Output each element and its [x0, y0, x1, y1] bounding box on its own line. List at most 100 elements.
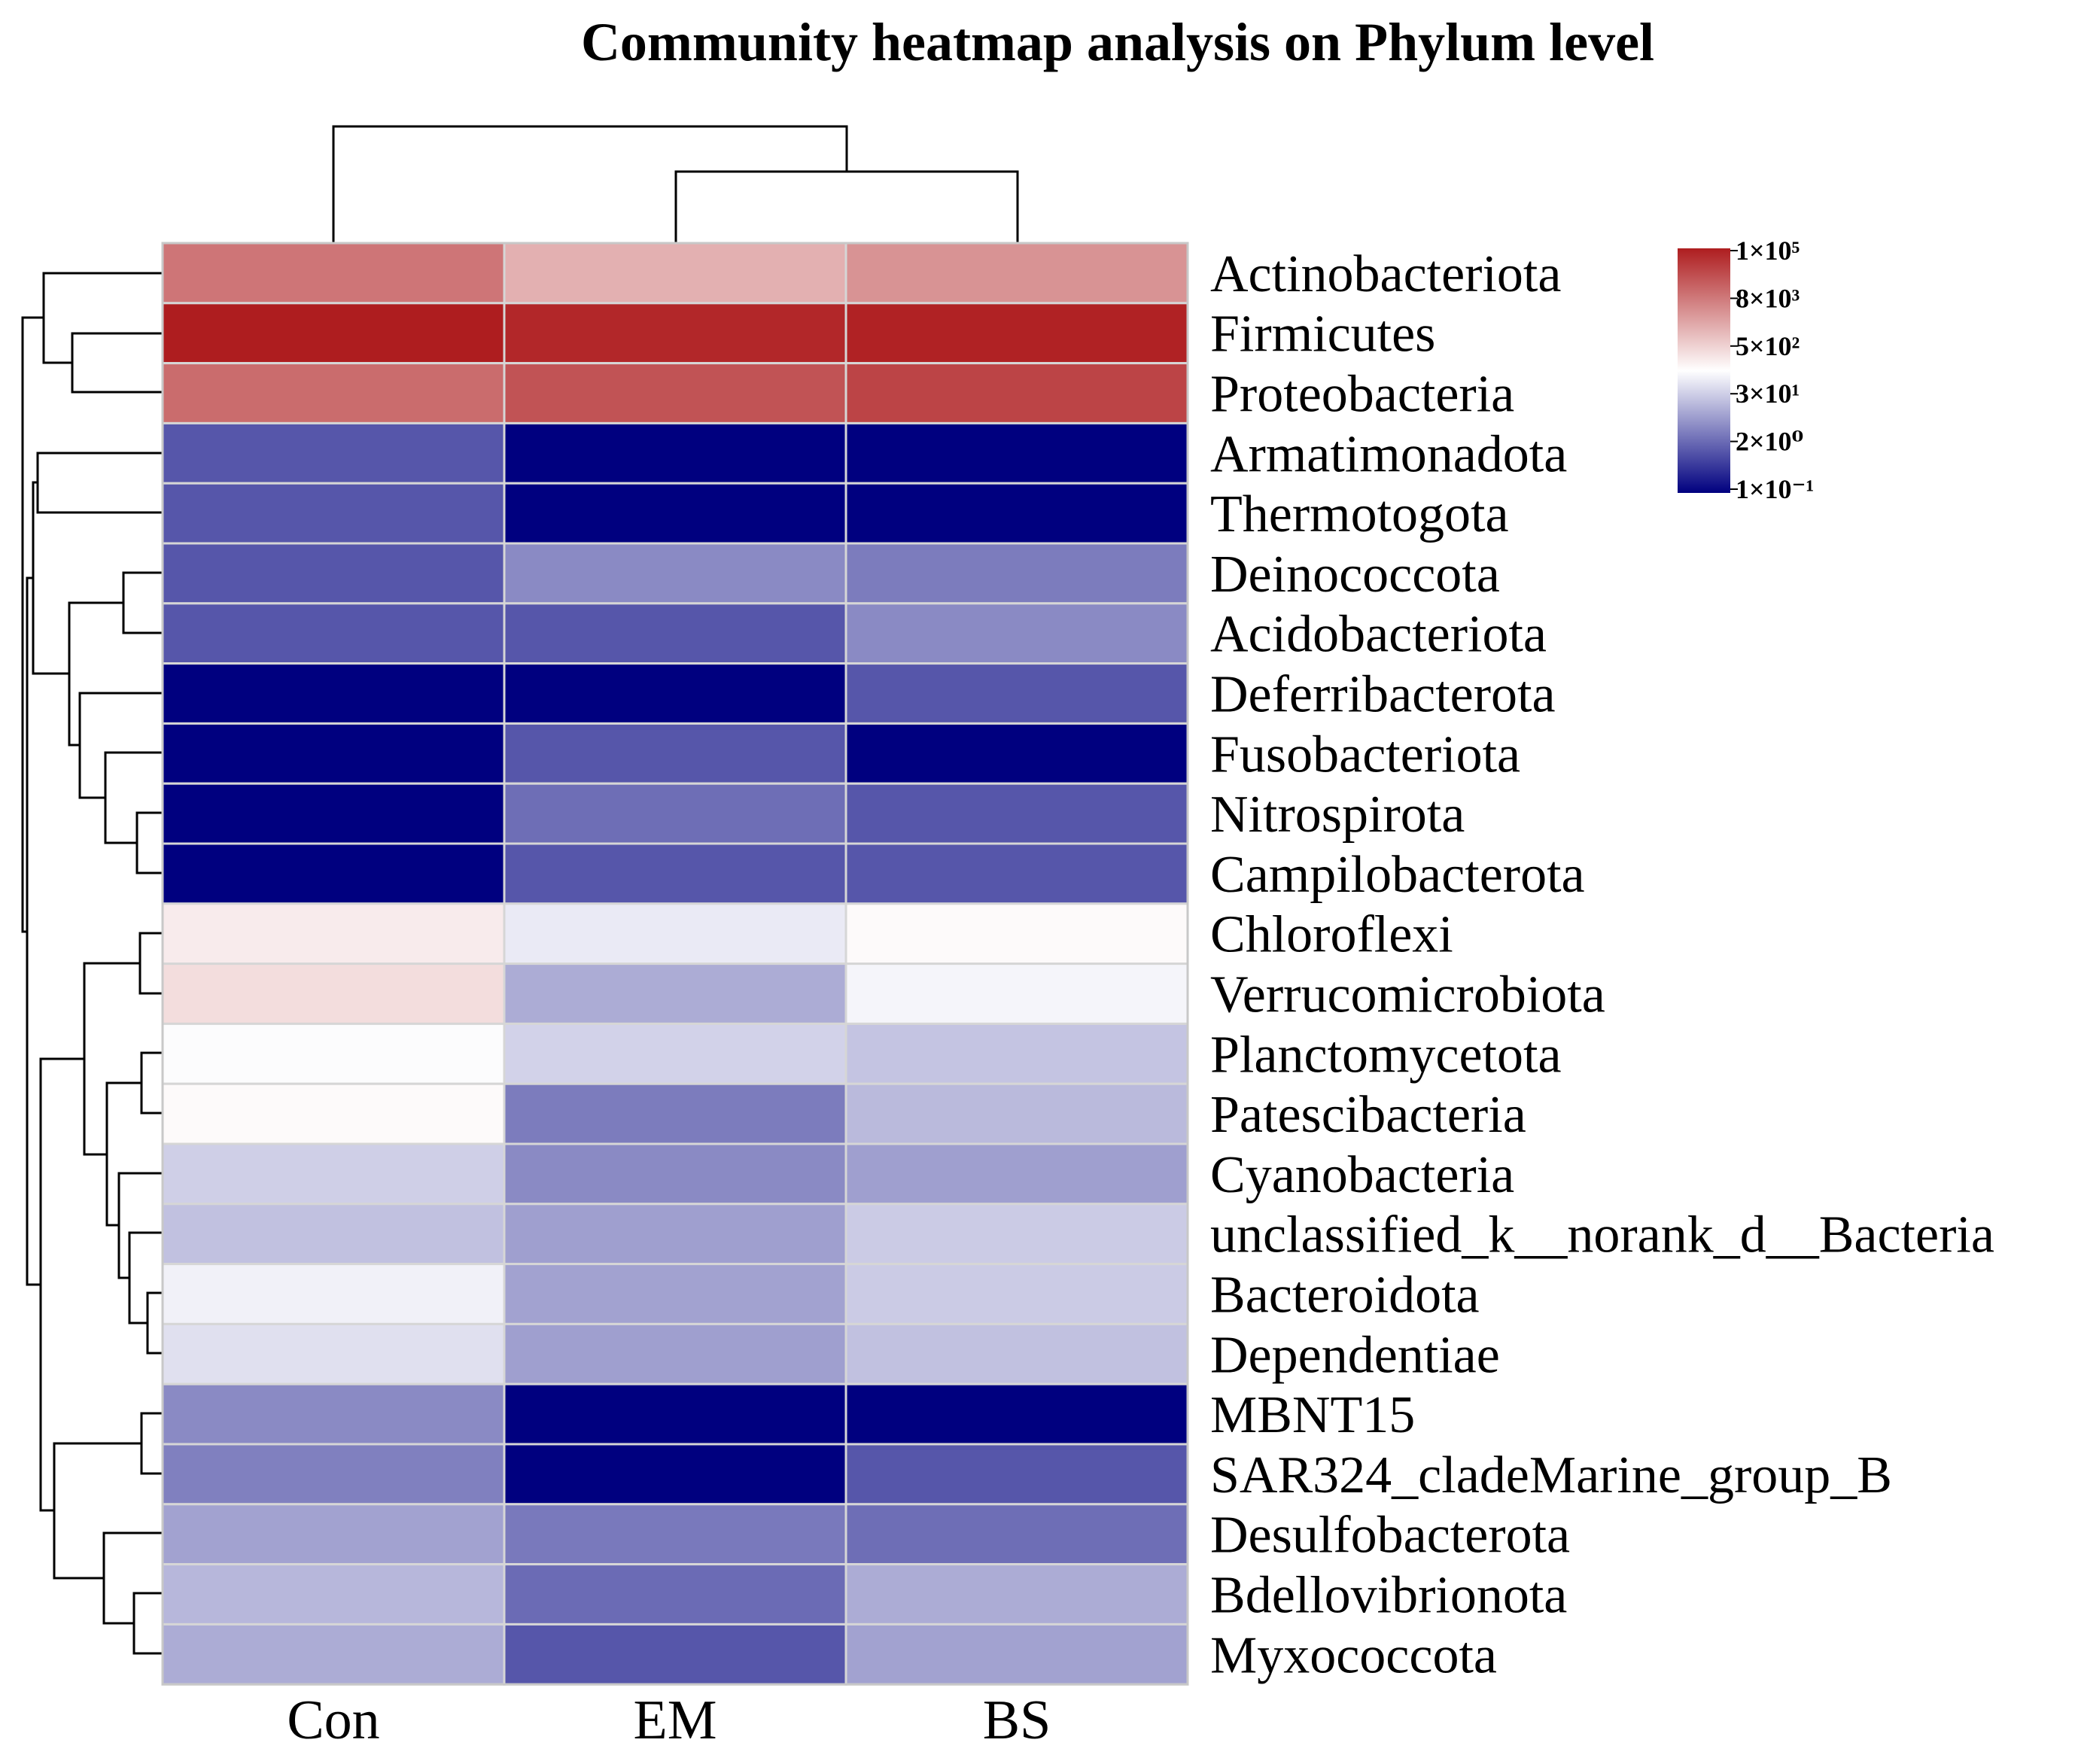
heatmap-cell — [161, 1082, 506, 1145]
heatmap-cell — [844, 1563, 1189, 1626]
heatmap-cell — [161, 302, 506, 365]
heatmap-cell — [503, 302, 847, 365]
column-dendrogram-branch — [332, 125, 848, 242]
heatmap-cell — [503, 1142, 847, 1206]
row-dendrogram-branch — [42, 272, 163, 364]
heatmap-cell — [844, 421, 1189, 485]
row-label: Myxococcota — [1210, 1626, 1497, 1684]
heatmap-cell — [844, 1322, 1189, 1385]
row-label: unclassified_k__norank_d__Bacteria — [1210, 1206, 1994, 1264]
heatmap-cell — [161, 482, 506, 545]
row-dendrogram-branch — [78, 692, 163, 799]
row-dendrogram-branch — [104, 751, 163, 844]
heatmap-cell — [503, 662, 847, 725]
heatmap-cell — [503, 1322, 847, 1385]
heatmap-cell — [503, 963, 847, 1025]
row-dendrogram-branch — [138, 932, 163, 995]
colorbar-gradient — [1678, 248, 1730, 493]
row-label: Nitrospirota — [1210, 786, 1465, 844]
colorbar-ticks: 1×10⁵ 8×10³ 5×10² 3×10¹ 2×10⁰ 1×10⁻¹ — [1730, 236, 1814, 504]
heatmap-cell — [844, 1082, 1189, 1145]
heatmap-cell — [161, 1503, 506, 1566]
heatmap-cell — [161, 1563, 506, 1626]
row-label: Firmicutes — [1210, 306, 1435, 363]
row-dendrogram-branch — [135, 811, 163, 874]
heatmap-cell — [161, 602, 506, 665]
row-dendrogram — [21, 272, 163, 1655]
heatmap-cell — [161, 362, 506, 424]
heatmap-cell — [161, 963, 506, 1025]
row-dendrogram-branch — [132, 1592, 163, 1655]
heatmap-cell — [844, 902, 1189, 966]
heatmap-cell — [161, 421, 506, 485]
heatmap-cell — [503, 1443, 847, 1506]
row-label: Patescibacteria — [1210, 1086, 1526, 1144]
heatmap-cell — [161, 542, 506, 605]
row-dendrogram-branch — [122, 571, 163, 634]
heatmap-cell — [844, 242, 1189, 305]
heatmap-cell — [844, 1382, 1189, 1446]
row-label: MBNT15 — [1210, 1386, 1415, 1444]
heatmap-cell — [161, 1443, 506, 1506]
heatmap-cell — [503, 421, 847, 485]
column-label: EM — [634, 1689, 717, 1751]
row-dendrogram-branch — [21, 316, 44, 933]
column-label: BS — [983, 1689, 1051, 1751]
row-dendrogram-branch — [128, 1231, 163, 1325]
row-dendrogram-branch — [26, 576, 41, 1286]
row-dendrogram-branch — [140, 1051, 163, 1115]
heatmap-border — [161, 242, 1189, 1686]
heatmap-cell — [503, 902, 847, 966]
heatmap-cell — [844, 782, 1189, 845]
heatmap-cell — [503, 1503, 847, 1566]
colorbar-tick-label: 5×10² — [1736, 331, 1800, 361]
heatmap-cell — [844, 1142, 1189, 1206]
heatmap-cell — [503, 1623, 847, 1686]
heatmap-cell — [844, 722, 1189, 785]
row-dendrogram-branch — [68, 601, 123, 747]
heatmap-cell — [844, 482, 1189, 545]
heatmap-cell — [503, 722, 847, 785]
heatmap-cell — [161, 1022, 506, 1085]
heatmap-cell — [503, 1082, 847, 1145]
heatmap-cell — [503, 482, 847, 545]
heatmap-cell — [161, 1322, 506, 1385]
heatmap-cell — [161, 662, 506, 725]
heatmap-cell — [503, 542, 847, 605]
row-label: Proteobacteria — [1210, 366, 1514, 424]
row-dendrogram-branch — [53, 1442, 141, 1580]
colorbar: 1×10⁵ 8×10³ 5×10² 3×10¹ 2×10⁰ 1×10⁻¹ — [1678, 236, 1814, 504]
row-dendrogram-branch — [105, 1081, 141, 1227]
row-dendrogram-branch — [71, 332, 163, 394]
heatmap-cell — [503, 1563, 847, 1626]
heatmap-cell — [161, 722, 506, 785]
column-dendrogram-branch — [674, 170, 1019, 242]
colorbar-tick-label: 2×10⁰ — [1736, 427, 1803, 457]
row-label: SAR324_cladeMarine_group_B — [1210, 1446, 1892, 1504]
heatmap-cell — [844, 1203, 1189, 1266]
row-labels: ActinobacteriotaFirmicutesProteobacteria… — [1210, 245, 1994, 1684]
heatmap-cell — [844, 963, 1189, 1025]
heatmap-cell — [161, 1263, 506, 1325]
heatmap-cell — [503, 1382, 847, 1446]
heatmap-cell — [844, 602, 1189, 665]
heatmap-cell — [503, 242, 847, 305]
row-label: Desulfobacterota — [1210, 1507, 1570, 1565]
column-label: Con — [287, 1689, 379, 1751]
heatmap-cell — [161, 1203, 506, 1266]
heatmap-cell — [844, 1443, 1189, 1506]
row-dendrogram-branch — [117, 1172, 163, 1279]
row-label: Fusobacteriota — [1210, 725, 1520, 783]
heatmap-cell — [161, 1382, 506, 1446]
row-label: Bdellovibrionota — [1210, 1567, 1567, 1625]
row-dendrogram-branch — [83, 962, 140, 1156]
heatmap-cell — [844, 302, 1189, 365]
heatmap-cell — [503, 602, 847, 665]
heatmap-cell — [844, 662, 1189, 725]
row-label: Acidobacteriota — [1210, 606, 1547, 664]
row-dendrogram-branch — [146, 1291, 163, 1355]
row-label: Dependentiae — [1210, 1326, 1500, 1384]
colorbar-tick-label: 8×10³ — [1736, 283, 1800, 313]
row-label: Actinobacteriota — [1210, 245, 1561, 303]
chart-title: Community heatmap analysis on Phylum lev… — [581, 12, 1654, 72]
